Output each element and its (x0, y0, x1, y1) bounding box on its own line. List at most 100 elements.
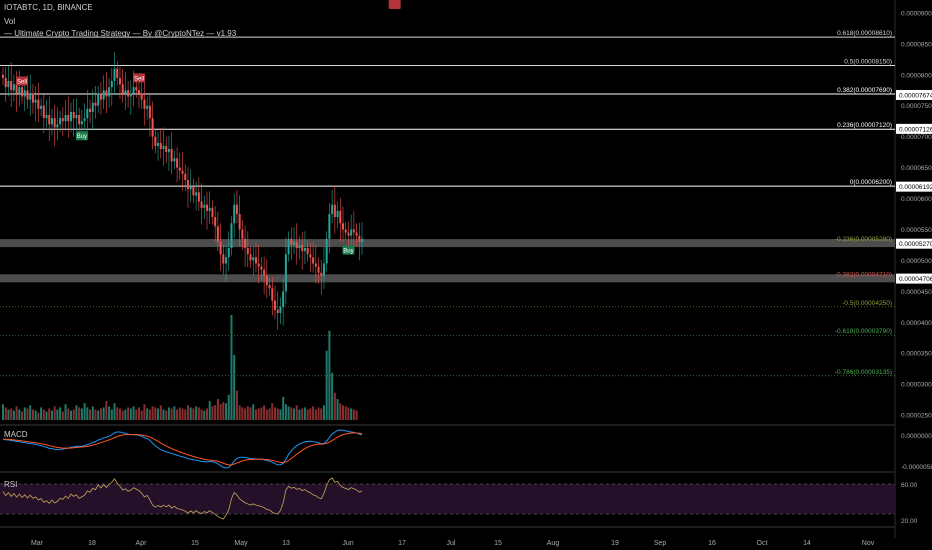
candle (306, 248, 309, 255)
price-badge-label: 0.00006192 (899, 184, 932, 191)
volume-bar (249, 407, 252, 420)
time-tick-label: Jul (447, 540, 456, 547)
candle (170, 149, 173, 162)
volume-bar (263, 405, 266, 420)
candle (127, 90, 130, 97)
candle (322, 263, 325, 276)
signal-label: Sell (134, 76, 144, 82)
candle (75, 115, 78, 119)
candle (336, 210, 339, 218)
volume-bar (178, 407, 181, 420)
volume-bar (86, 407, 89, 420)
candle (91, 102, 94, 112)
candle (211, 207, 214, 218)
volume-bar (7, 409, 10, 420)
candle (89, 108, 92, 112)
volume-bar (252, 404, 255, 420)
volume-bar (211, 406, 214, 420)
volume-bar (244, 408, 247, 420)
volume-bar (132, 406, 135, 420)
volume-bar (355, 410, 358, 420)
candle (303, 248, 306, 252)
volume-bar (56, 409, 59, 420)
candle (238, 214, 241, 230)
candle (97, 93, 100, 106)
candle (290, 238, 293, 245)
candle (347, 232, 350, 236)
volume-bar (192, 408, 195, 420)
price-tick-label: 0.00005500 (901, 227, 932, 234)
candle (214, 217, 217, 227)
volume-bar (10, 408, 13, 420)
fib-label: -0.786(0.00003135) (835, 369, 892, 376)
volume-bar (37, 412, 40, 420)
volume-bar (347, 407, 350, 420)
price-badge (896, 238, 932, 249)
time-tick-label: Mar (31, 540, 44, 547)
price-tick-label: 0.00008500 (901, 41, 932, 48)
fib-label: 0.382(0.00007690) (837, 87, 892, 94)
price-badge (896, 273, 932, 284)
candle (116, 68, 119, 78)
volume-bar (298, 409, 301, 420)
candle (173, 158, 176, 162)
volume-bar (21, 411, 24, 420)
volume-bar (333, 392, 336, 420)
candle (225, 257, 228, 264)
candle (246, 248, 249, 255)
candle (230, 223, 233, 249)
fib-label: -0.5(0.00004250) (842, 300, 892, 307)
candle (295, 241, 298, 249)
volume-bar (176, 409, 179, 420)
volume-bar (339, 403, 342, 420)
volume-bar (138, 407, 140, 420)
volume-bar (42, 409, 45, 420)
volume-bar (67, 408, 70, 420)
macd-tick-label: 0.00000000 (901, 433, 932, 440)
volume-bar (268, 408, 271, 420)
volume-bar (173, 406, 176, 420)
volume-bar (352, 409, 355, 420)
volume-bar (184, 409, 187, 420)
candle (276, 309, 279, 313)
candle (59, 118, 62, 125)
price-badge-label: 0.00005270 (899, 241, 932, 248)
price-badge (896, 181, 932, 192)
volume-bar (197, 407, 200, 420)
volume-bar (350, 408, 353, 420)
price-badge-label: 0.00004706 (899, 276, 932, 283)
price-badge (896, 89, 932, 100)
price-badge (896, 123, 932, 134)
candle (260, 266, 263, 270)
signal-label: Buy (77, 134, 87, 140)
volume-bar (241, 407, 244, 420)
buy-signal (342, 245, 355, 255)
candle (339, 210, 342, 224)
volume-bar (170, 408, 173, 420)
volume-bar (325, 350, 328, 420)
candle (227, 248, 230, 258)
volume-bar (34, 410, 37, 420)
volume-bar (53, 406, 56, 420)
volume-bar (108, 406, 111, 420)
volume-bar (151, 406, 154, 420)
candle (121, 84, 124, 94)
macd-tick-label: -0.00000589 (901, 464, 932, 471)
buy-signal (75, 131, 88, 141)
strategy-label: — Ultimate Crypto Trading Strategy — By … (4, 29, 237, 38)
volume-bars (2, 315, 358, 420)
time-tick-label: 16 (708, 540, 716, 547)
price-tick-label: 0.00004000 (901, 320, 932, 327)
candle (50, 118, 53, 125)
sell-signal (388, 0, 401, 9)
volume-bar (295, 405, 298, 420)
candle (178, 167, 181, 171)
candle (61, 118, 64, 122)
candle (254, 257, 257, 264)
candle (86, 108, 89, 119)
signal-label: Sell (17, 79, 27, 85)
candle (208, 207, 211, 211)
volume-bar (186, 405, 189, 420)
candle (99, 93, 102, 100)
